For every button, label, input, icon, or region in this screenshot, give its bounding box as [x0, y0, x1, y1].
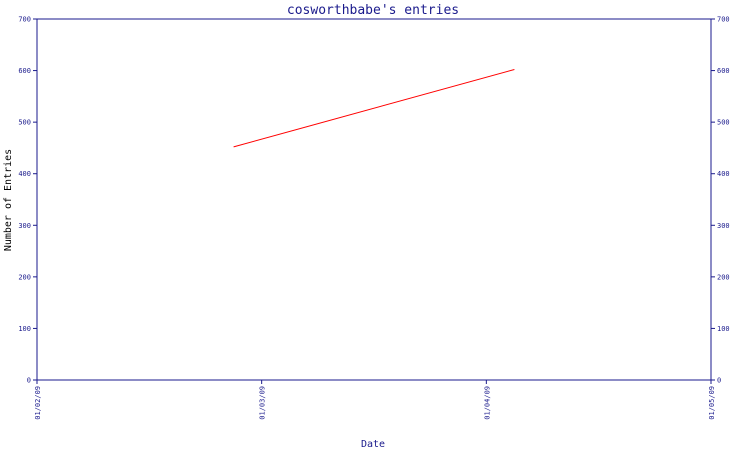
y-tick-label-right: 0 — [717, 377, 721, 385]
y-tick-label-right: 600 — [717, 67, 730, 75]
series-layer — [233, 69, 515, 148]
y-axis-left: 0 100 200 300 400 500 600 700 — [18, 16, 37, 385]
chart-title: cosworthbabe's entries — [287, 3, 459, 18]
x-axis: 01/02/09 01/03/09 01/04/09 01/05/09 — [34, 380, 716, 420]
x-tick-label: 01/03/09 — [259, 386, 267, 420]
y-tick-label-right: 700 — [717, 16, 730, 24]
y-tick-label-left: 600 — [18, 67, 31, 75]
y-tick-label-right: 500 — [717, 119, 730, 127]
y-tick-label-right: 200 — [717, 273, 730, 281]
x-tick-label: 01/05/09 — [708, 386, 716, 420]
series-line — [233, 69, 515, 148]
x-tick-label: 01/02/09 — [34, 386, 42, 420]
y-tick-label-left: 300 — [18, 222, 31, 230]
y-tick-label-left: 700 — [18, 16, 31, 24]
y-tick-label-right: 400 — [717, 170, 730, 178]
y-tick-label-left: 500 — [18, 119, 31, 127]
y-axis-label: Number of Entries — [3, 149, 14, 251]
plot-area — [36, 18, 712, 381]
y-tick-label-right: 300 — [717, 222, 730, 230]
y-axis-right: 0 100 200 300 400 500 600 700 — [711, 16, 730, 385]
y-tick-label-left: 200 — [18, 273, 31, 281]
x-axis-label: Date — [361, 439, 385, 450]
x-tick-label: 01/04/09 — [483, 386, 491, 420]
y-tick-label-left: 400 — [18, 170, 31, 178]
y-tick-label-right: 100 — [717, 325, 730, 333]
y-tick-label-left: 0 — [27, 377, 31, 385]
y-tick-label-left: 100 — [18, 325, 31, 333]
